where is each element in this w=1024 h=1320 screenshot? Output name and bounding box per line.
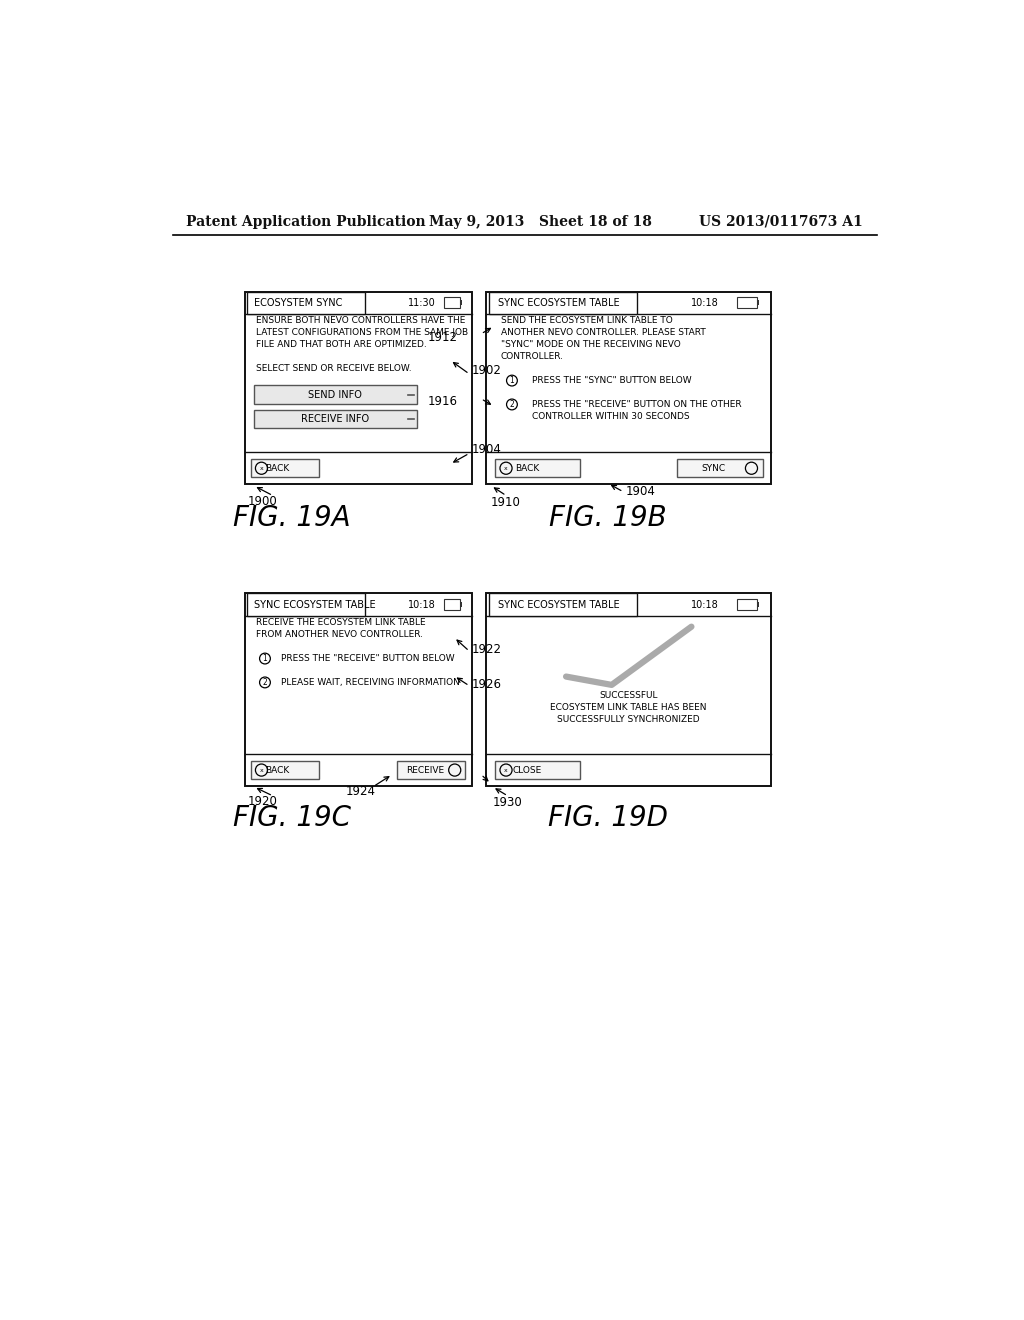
Text: 2: 2 [510, 400, 514, 409]
Text: PRESS THE "RECEIVE" BUTTON ON THE OTHER: PRESS THE "RECEIVE" BUTTON ON THE OTHER [531, 400, 741, 409]
Text: ECOSYSTEM SYNC: ECOSYSTEM SYNC [254, 298, 342, 308]
Bar [247, 594, 365, 615]
Text: x: x [504, 466, 508, 471]
Text: RECEIVE THE ECOSYSTEM LINK TABLE: RECEIVE THE ECOSYSTEM LINK TABLE [256, 618, 426, 627]
Bar [245, 292, 472, 484]
Text: 1920: 1920 [248, 795, 278, 808]
Text: 1: 1 [510, 376, 514, 385]
Text: SUCCESSFULLY SYNCHRONIZED: SUCCESSFULLY SYNCHRONIZED [557, 715, 700, 725]
Text: CLOSE: CLOSE [513, 766, 542, 775]
Text: 1904: 1904 [472, 444, 502, 455]
Text: 1900: 1900 [248, 495, 278, 508]
Text: SUCCESSFUL: SUCCESSFUL [599, 692, 658, 701]
Bar [396, 762, 465, 779]
Bar [444, 297, 461, 308]
Bar [461, 300, 462, 305]
Bar [254, 385, 417, 404]
Text: 1930: 1930 [493, 796, 522, 809]
Text: 2: 2 [262, 678, 267, 686]
Text: 11:30: 11:30 [409, 298, 436, 308]
Text: BACK: BACK [265, 766, 290, 775]
Text: FIG. 19A: FIG. 19A [233, 504, 351, 532]
Text: US 2013/0117673 A1: US 2013/0117673 A1 [698, 215, 862, 228]
Text: 1910: 1910 [490, 496, 521, 510]
Text: x: x [260, 767, 263, 772]
Text: 1916: 1916 [428, 395, 458, 408]
Bar [254, 409, 417, 429]
Text: 1926: 1926 [472, 677, 502, 690]
Text: SYNC ECOSYSTEM TABLE: SYNC ECOSYSTEM TABLE [498, 599, 620, 610]
Text: ANOTHER NEVO CONTROLLER. PLEASE START: ANOTHER NEVO CONTROLLER. PLEASE START [501, 329, 706, 338]
Text: 1924: 1924 [346, 785, 376, 797]
Text: 1904: 1904 [626, 486, 655, 499]
Text: FIG. 19D: FIG. 19D [548, 804, 668, 833]
Text: PRESS THE "RECEIVE" BUTTON BELOW: PRESS THE "RECEIVE" BUTTON BELOW [281, 653, 455, 663]
Text: 1902: 1902 [472, 363, 502, 376]
Text: 1: 1 [262, 653, 267, 663]
Text: FIG. 19C: FIG. 19C [233, 804, 351, 833]
Text: PRESS THE "SYNC" BUTTON BELOW: PRESS THE "SYNC" BUTTON BELOW [531, 376, 691, 385]
Text: SYNC ECOSYSTEM TABLE: SYNC ECOSYSTEM TABLE [254, 599, 375, 610]
Bar [495, 762, 581, 779]
Text: 1922: 1922 [472, 643, 502, 656]
Bar [251, 459, 319, 477]
Text: 10:18: 10:18 [691, 599, 719, 610]
Text: PLEASE WAIT, RECEIVING INFORMATION: PLEASE WAIT, RECEIVING INFORMATION [281, 678, 460, 686]
Bar [486, 292, 771, 484]
Bar [757, 602, 760, 607]
Text: SYNC: SYNC [701, 463, 725, 473]
Text: RECEIVE: RECEIVE [407, 766, 444, 775]
Text: Patent Application Publication: Patent Application Publication [186, 215, 426, 228]
Text: 1912: 1912 [428, 330, 458, 343]
Bar [757, 300, 760, 305]
Bar [677, 459, 763, 477]
Text: May 9, 2013   Sheet 18 of 18: May 9, 2013 Sheet 18 of 18 [429, 215, 652, 228]
Bar [495, 459, 581, 477]
Text: SEND THE ECOSYSTEM LINK TABLE TO: SEND THE ECOSYSTEM LINK TABLE TO [501, 317, 673, 326]
Text: 10:18: 10:18 [691, 298, 719, 308]
Bar [737, 599, 757, 610]
Bar [444, 599, 461, 610]
Text: 1932: 1932 [428, 768, 458, 781]
Bar [247, 292, 365, 314]
Text: "SYNC" MODE ON THE RECEIVING NEVO: "SYNC" MODE ON THE RECEIVING NEVO [501, 341, 680, 350]
Text: CONTROLLER WITHIN 30 SECONDS: CONTROLLER WITHIN 30 SECONDS [531, 412, 689, 421]
Text: FIG. 19B: FIG. 19B [549, 504, 667, 532]
Text: BACK: BACK [265, 463, 290, 473]
Text: FROM ANOTHER NEVO CONTROLLER.: FROM ANOTHER NEVO CONTROLLER. [256, 630, 423, 639]
Text: x: x [504, 767, 508, 772]
Text: RECEIVE INFO: RECEIVE INFO [301, 414, 370, 424]
Text: CONTROLLER.: CONTROLLER. [501, 352, 563, 362]
Bar [251, 762, 319, 779]
Text: SYNC ECOSYSTEM TABLE: SYNC ECOSYSTEM TABLE [498, 298, 620, 308]
Text: FILE AND THAT BOTH ARE OPTIMIZED.: FILE AND THAT BOTH ARE OPTIMIZED. [256, 341, 427, 350]
Bar [489, 292, 637, 314]
Text: BACK: BACK [515, 463, 540, 473]
Text: SELECT SEND OR RECEIVE BELOW.: SELECT SEND OR RECEIVE BELOW. [256, 364, 412, 374]
Bar [245, 594, 472, 785]
Text: 10:18: 10:18 [409, 599, 436, 610]
Text: SEND INFO: SEND INFO [308, 389, 362, 400]
Bar [489, 594, 637, 615]
Text: ENSURE BOTH NEVO CONTROLLERS HAVE THE: ENSURE BOTH NEVO CONTROLLERS HAVE THE [256, 317, 465, 326]
Text: x: x [260, 466, 263, 471]
Text: ECOSYSTEM LINK TABLE HAS BEEN: ECOSYSTEM LINK TABLE HAS BEEN [551, 704, 707, 713]
Bar [737, 297, 757, 308]
Bar [461, 602, 462, 607]
Text: LATEST CONFIGURATIONS FROM THE SAME JOB: LATEST CONFIGURATIONS FROM THE SAME JOB [256, 329, 468, 338]
Bar [486, 594, 771, 785]
